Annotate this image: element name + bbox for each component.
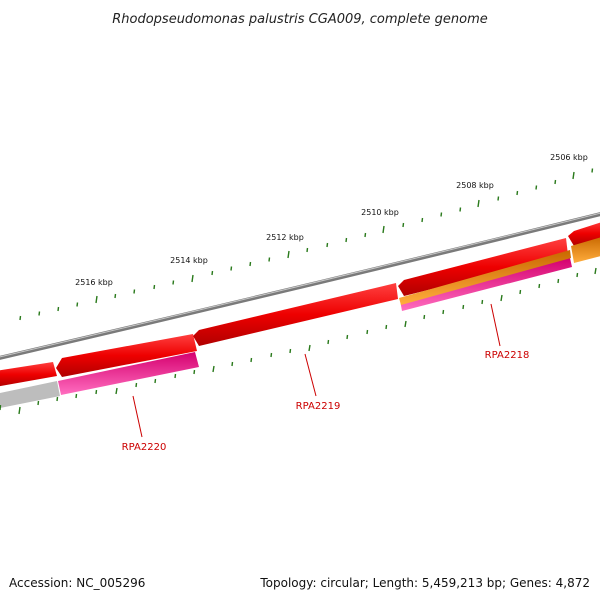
cds-feature <box>193 283 398 346</box>
orange-feature <box>571 237 600 263</box>
reverse-feature-track <box>0 237 600 408</box>
cds-feature <box>0 362 57 387</box>
accession-text: Accession: NC_005296 <box>9 576 146 590</box>
tick-label-2516: 2516 kbp <box>75 278 113 287</box>
tick-label-2512: 2512 kbp <box>266 233 304 242</box>
tick-label-2510: 2510 kbp <box>361 208 399 217</box>
misc-feature <box>58 352 199 395</box>
tick-label-2514: 2514 kbp <box>170 256 208 265</box>
cds-feature <box>56 334 197 377</box>
gene-label-text: RPA2220 <box>122 442 167 453</box>
orange-feature <box>399 250 571 305</box>
misc-feature <box>400 258 572 311</box>
forward-cds-track <box>0 222 600 387</box>
genome-backbone <box>0 212 600 360</box>
gene-label-rpa2220: RPA2220 <box>122 395 167 453</box>
outer-tick-ring <box>19 168 594 321</box>
gene-label-text: RPA2218 <box>485 350 530 361</box>
tick-label-2506: 2506 kbp <box>550 153 588 162</box>
genome-summary-text: Topology: circular; Length: 5,459,213 bp… <box>260 576 590 590</box>
inner-tick-ring <box>0 267 597 415</box>
map-title: Rhodopseudomonas palustris CGA009, compl… <box>112 12 488 27</box>
gene-label-rpa2219: RPA2219 <box>296 353 341 412</box>
gene-label-rpa2218: RPA2218 <box>485 303 530 361</box>
tick-label-2508: 2508 kbp <box>456 181 494 190</box>
grey-feature <box>0 381 60 408</box>
tick-labels: 2506 kbp 2508 kbp 2510 kbp 2512 kbp 2514… <box>75 153 588 287</box>
gene-label-text: RPA2219 <box>296 401 341 412</box>
genome-backbone-highlight <box>0 212 600 358</box>
cds-feature <box>398 238 568 296</box>
